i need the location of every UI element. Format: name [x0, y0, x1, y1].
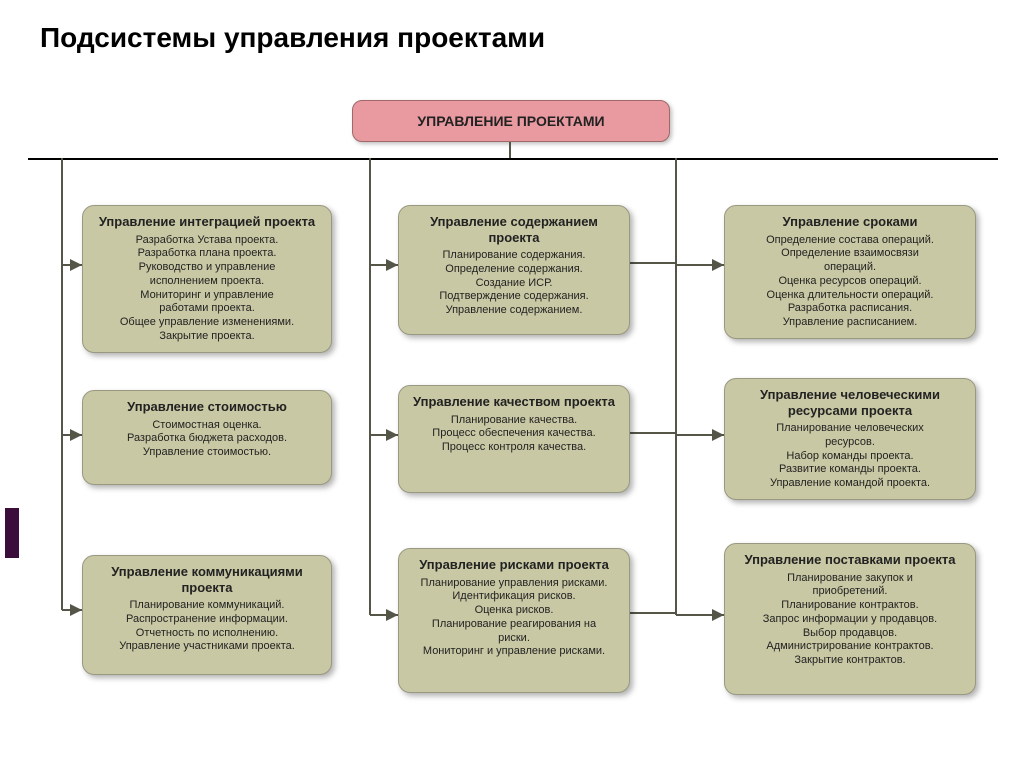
node-title: Управление коммуникациями проекта — [93, 564, 321, 595]
node-n7: Управление коммуникациями проекта Планиро… — [82, 555, 332, 675]
root-label: УПРАВЛЕНИЕ ПРОЕКТАМИ — [417, 113, 604, 129]
node-body: Планирование коммуникаций. Распространен… — [93, 599, 321, 654]
page-title: Подсистемы управления проектами — [40, 22, 545, 54]
node-title: Управление сроками — [735, 214, 965, 230]
node-title: Управление человеческими ресурсами проек… — [735, 387, 965, 418]
node-n1: Управление интеграцией проекта Разработка… — [82, 205, 332, 353]
node-body: Планирование человеческих ресурсов. Набо… — [735, 422, 965, 491]
node-body: Планирование качества. Процесс обеспечен… — [409, 414, 619, 455]
node-title: Управление поставками проекта — [735, 552, 965, 568]
node-title: Управление содержанием проекта — [409, 214, 619, 245]
node-n8: Управление рисками проекта Планирование у… — [398, 548, 630, 693]
node-body: Планирование управления рисками. Идентиф… — [409, 577, 619, 660]
node-body: Планирование закупок и приобретений. Пла… — [735, 572, 965, 668]
node-body: Разработка Устава проекта. Разработка пл… — [93, 234, 321, 344]
top-horizontal-line — [28, 158, 998, 160]
node-n3: Управление сроками Определение состава оп… — [724, 205, 976, 339]
node-n2: Управление содержанием проекта Планирован… — [398, 205, 630, 335]
node-n5: Управление качеством проекта Планирование… — [398, 385, 630, 493]
node-title: Управление интеграцией проекта — [93, 214, 321, 230]
node-body: Планирование содержания. Определение сод… — [409, 249, 619, 318]
node-n9: Управление поставками проекта Планировани… — [724, 543, 976, 695]
node-body: Определение состава операций. Определени… — [735, 234, 965, 330]
node-title: Управление качеством проекта — [409, 394, 619, 410]
root-node: УПРАВЛЕНИЕ ПРОЕКТАМИ — [352, 100, 670, 142]
node-n6: Управление человеческими ресурсами проек… — [724, 378, 976, 500]
node-title: Управление стоимостью — [93, 399, 321, 415]
accent-bar — [5, 508, 19, 558]
node-body: Стоимостная оценка. Разработка бюджета р… — [93, 419, 321, 460]
node-title: Управление рисками проекта — [409, 557, 619, 573]
node-n4: Управление стоимостью Стоимостная оценка.… — [82, 390, 332, 485]
